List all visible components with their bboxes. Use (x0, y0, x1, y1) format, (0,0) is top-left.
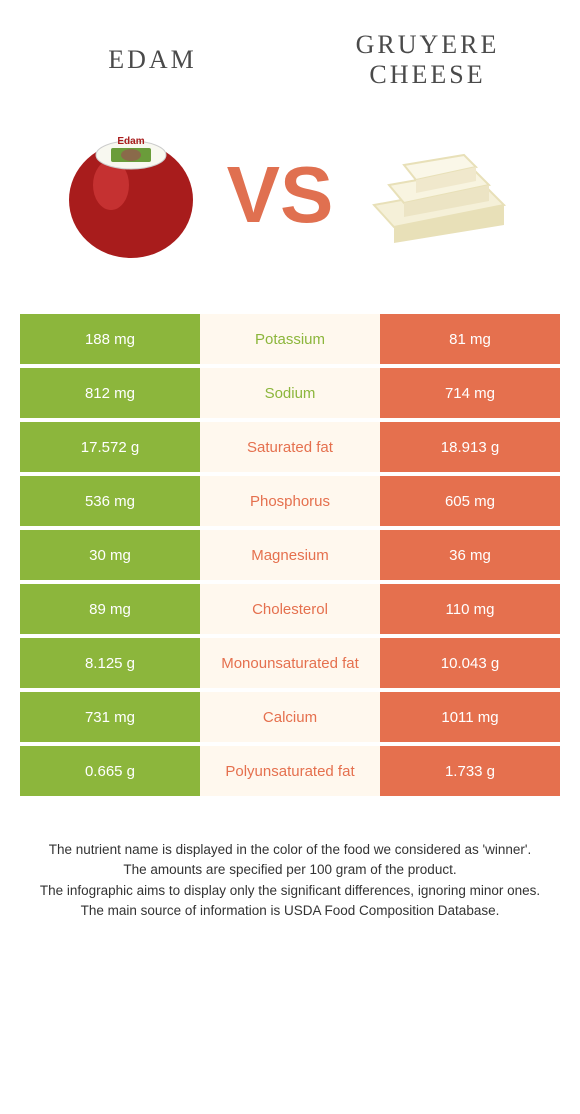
right-value: 18.913 g (380, 422, 560, 472)
edam-image: Edam (56, 120, 206, 270)
table-row: 89 mgCholesterol110 mg (20, 584, 560, 634)
vs-label: VS (227, 149, 334, 241)
right-value: 1.733 g (380, 746, 560, 796)
left-value: 17.572 g (20, 422, 200, 472)
nutrient-label: Potassium (200, 314, 380, 364)
left-food-title: EDAM (43, 45, 263, 75)
table-row: 536 mgPhosphorus605 mg (20, 476, 560, 526)
nutrient-label: Phosphorus (200, 476, 380, 526)
footer-line: The amounts are specified per 100 gram o… (25, 860, 555, 880)
nutrient-label: Calcium (200, 692, 380, 742)
left-value: 0.665 g (20, 746, 200, 796)
nutrient-label: Saturated fat (200, 422, 380, 472)
left-value: 731 mg (20, 692, 200, 742)
svg-text:Edam: Edam (117, 136, 144, 147)
footer-line: The main source of information is USDA F… (25, 901, 555, 921)
left-value: 812 mg (20, 368, 200, 418)
nutrient-label: Magnesium (200, 530, 380, 580)
header: EDAM GRUYERE CHEESE (15, 20, 565, 110)
table-row: 17.572 gSaturated fat18.913 g (20, 422, 560, 472)
right-value: 81 mg (380, 314, 560, 364)
table-row: 0.665 gPolyunsaturated fat1.733 g (20, 746, 560, 796)
nutrient-label: Polyunsaturated fat (200, 746, 380, 796)
right-value: 605 mg (380, 476, 560, 526)
hero-row: Edam VS (15, 110, 565, 310)
right-value: 110 mg (380, 584, 560, 634)
table-row: 8.125 gMonounsaturated fat10.043 g (20, 638, 560, 688)
left-value: 30 mg (20, 530, 200, 580)
right-food-title: GRUYERE CHEESE (318, 30, 538, 90)
nutrient-label: Monounsaturated fat (200, 638, 380, 688)
gruyere-image (354, 135, 524, 255)
left-value: 536 mg (20, 476, 200, 526)
table-row: 812 mgSodium714 mg (20, 368, 560, 418)
table-row: 188 mgPotassium81 mg (20, 314, 560, 364)
left-value: 8.125 g (20, 638, 200, 688)
nutrient-table: 188 mgPotassium81 mg812 mgSodium714 mg17… (20, 310, 560, 800)
left-value: 89 mg (20, 584, 200, 634)
footer-line: The infographic aims to display only the… (25, 881, 555, 901)
right-value: 36 mg (380, 530, 560, 580)
left-value: 188 mg (20, 314, 200, 364)
right-value: 1011 mg (380, 692, 560, 742)
right-value: 10.043 g (380, 638, 560, 688)
footer-line: The nutrient name is displayed in the co… (25, 840, 555, 860)
table-row: 731 mgCalcium1011 mg (20, 692, 560, 742)
footer-notes: The nutrient name is displayed in the co… (15, 840, 565, 921)
nutrient-label: Cholesterol (200, 584, 380, 634)
table-row: 30 mgMagnesium36 mg (20, 530, 560, 580)
nutrient-label: Sodium (200, 368, 380, 418)
right-value: 714 mg (380, 368, 560, 418)
